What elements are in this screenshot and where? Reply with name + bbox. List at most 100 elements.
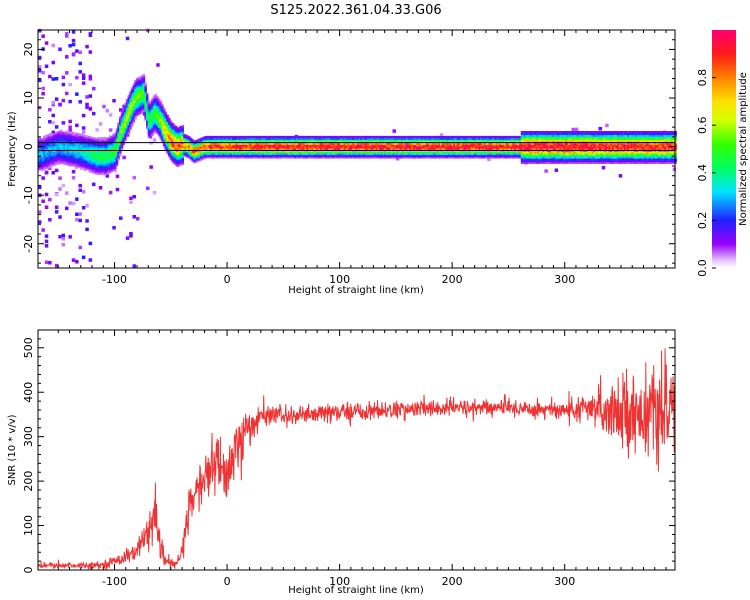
spectrogram-cell: [115, 164, 119, 167]
spectrogram-cell: [249, 156, 252, 159]
spectrogram-cell: [395, 146, 399, 149]
spectrogram-cell: [146, 123, 149, 126]
spectrogram-cell: [179, 158, 183, 161]
spectrogram-cell: [292, 137, 296, 140]
spectrogram-cell: [176, 127, 179, 130]
spectrogram-cell: [478, 154, 482, 157]
spectrogram-cell: [211, 156, 215, 159]
spectrogram-cell: [147, 101, 151, 105]
spectrogram-cell: [142, 109, 146, 112]
spectrogram-cell: [367, 135, 370, 139]
spectrogram-cell: [156, 126, 159, 130]
spectrogram-cell: [416, 139, 419, 142]
spectrogram-cell: [213, 154, 217, 157]
spectrogram-cell: [70, 148, 73, 151]
spectrogram-cell: [191, 159, 195, 162]
spectrogram-cell: [532, 137, 536, 140]
spectrogram-cell: [179, 144, 183, 147]
spectrogram-cell: [188, 139, 191, 142]
spectrogram-cell: [189, 151, 193, 154]
spectrogram-cell: [512, 151, 515, 154]
spectrogram-cell: [524, 144, 527, 147]
spectrogram-cell: [208, 137, 211, 140]
spectrogram-cell: [46, 139, 49, 142]
spectrogram-cell: [43, 135, 46, 138]
spectrogram-cell: [188, 148, 191, 151]
spectrogram-cell: [530, 136, 534, 139]
spectrogram-cell: [146, 105, 149, 108]
spectrogram-cell: [152, 102, 156, 105]
spectrogram-cell: [401, 144, 404, 147]
spectrogram-cell: [53, 143, 56, 146]
spectrogram-cell: [205, 151, 208, 154]
spectrogram-cell: [455, 137, 458, 140]
spectrogram-cell: [132, 100, 135, 103]
spectrogram-cell: [124, 137, 127, 140]
spectrogram-cell: [365, 154, 368, 157]
spectrogram-cell: [58, 147, 61, 150]
spectrogram-cell: [162, 130, 166, 133]
spectrogram-cell: [90, 160, 93, 163]
spectrogram-cell: [340, 152, 343, 156]
spectrogram-cell: [534, 139, 537, 142]
spectrogram-cell: [431, 139, 434, 142]
spectrogram-cell: [426, 146, 429, 149]
spectrogram-cell: [412, 146, 416, 149]
spectrogram-cell: [406, 142, 409, 145]
spectrogram-cell: [264, 147, 267, 150]
spectrogram-cell: [497, 154, 500, 157]
spectrogram-cell: [409, 156, 412, 159]
spectrogram-cell: [166, 143, 169, 146]
spectrogram-cell: [90, 136, 93, 139]
spectrogram-cell: [88, 241, 93, 246]
spectrogram-cell: [429, 142, 433, 145]
spectrogram-cell: [449, 144, 453, 147]
spectrogram-cell: [515, 141, 519, 144]
spectrogram-cell: [271, 135, 274, 139]
spectrogram-cell: [193, 156, 196, 159]
spectrogram-cell: [471, 146, 475, 149]
spectrogram-cell: [71, 38, 76, 43]
spectrogram-cell: [43, 162, 46, 166]
spectrogram-cell: [276, 147, 279, 150]
spectrogram-cell: [215, 152, 218, 156]
spectrogram-cell: [336, 142, 340, 145]
spectrogram-cell: [216, 137, 220, 140]
spectrogram-cell: [169, 137, 173, 140]
spectrogram-cell: [340, 156, 343, 159]
spectrogram-cell: [93, 147, 97, 151]
spectrogram-cell: [191, 141, 195, 144]
spectrogram-cell: [492, 146, 495, 149]
spectrogram-cell: [149, 114, 152, 117]
spectrogram-cell: [534, 137, 537, 140]
spectrogram-cell: [139, 105, 142, 108]
spectrogram-cell: [235, 146, 238, 149]
spectrogram-cell: [377, 147, 380, 150]
spectrogram-cell: [211, 142, 215, 145]
spectrogram-cell: [416, 137, 419, 140]
spectrogram-cell: [169, 122, 173, 125]
spectrogram-cell: [71, 201, 76, 206]
spectrogram-cell: [206, 142, 210, 145]
spectrogram-cell: [119, 143, 122, 147]
spectrogram-cell: [58, 215, 62, 219]
spectrogram-cell: [54, 135, 58, 138]
spectrogram-cell: [112, 136, 115, 140]
spectrogram-cell: [441, 142, 444, 145]
spectrogram-cell: [156, 106, 159, 109]
spectrogram-cell: [156, 121, 159, 124]
spectrogram-cell: [475, 154, 478, 157]
spectrogram-cell: [530, 154, 534, 157]
spectrogram-cell: [130, 121, 134, 124]
spectrogram-cell: [46, 144, 49, 147]
spectrogram-cell: [171, 136, 174, 139]
spectrogram-cell: [44, 239, 49, 244]
spectrogram-cell: [124, 104, 127, 107]
spectrogram-cell: [441, 156, 444, 159]
spectrogram-cell: [524, 136, 527, 139]
spectrogram-cell: [54, 142, 58, 145]
spectrogram-cell: [137, 78, 141, 81]
spectrogram-cell: [122, 131, 125, 134]
spectrogram-cell: [152, 98, 156, 101]
spectrogram-cell: [527, 136, 531, 139]
